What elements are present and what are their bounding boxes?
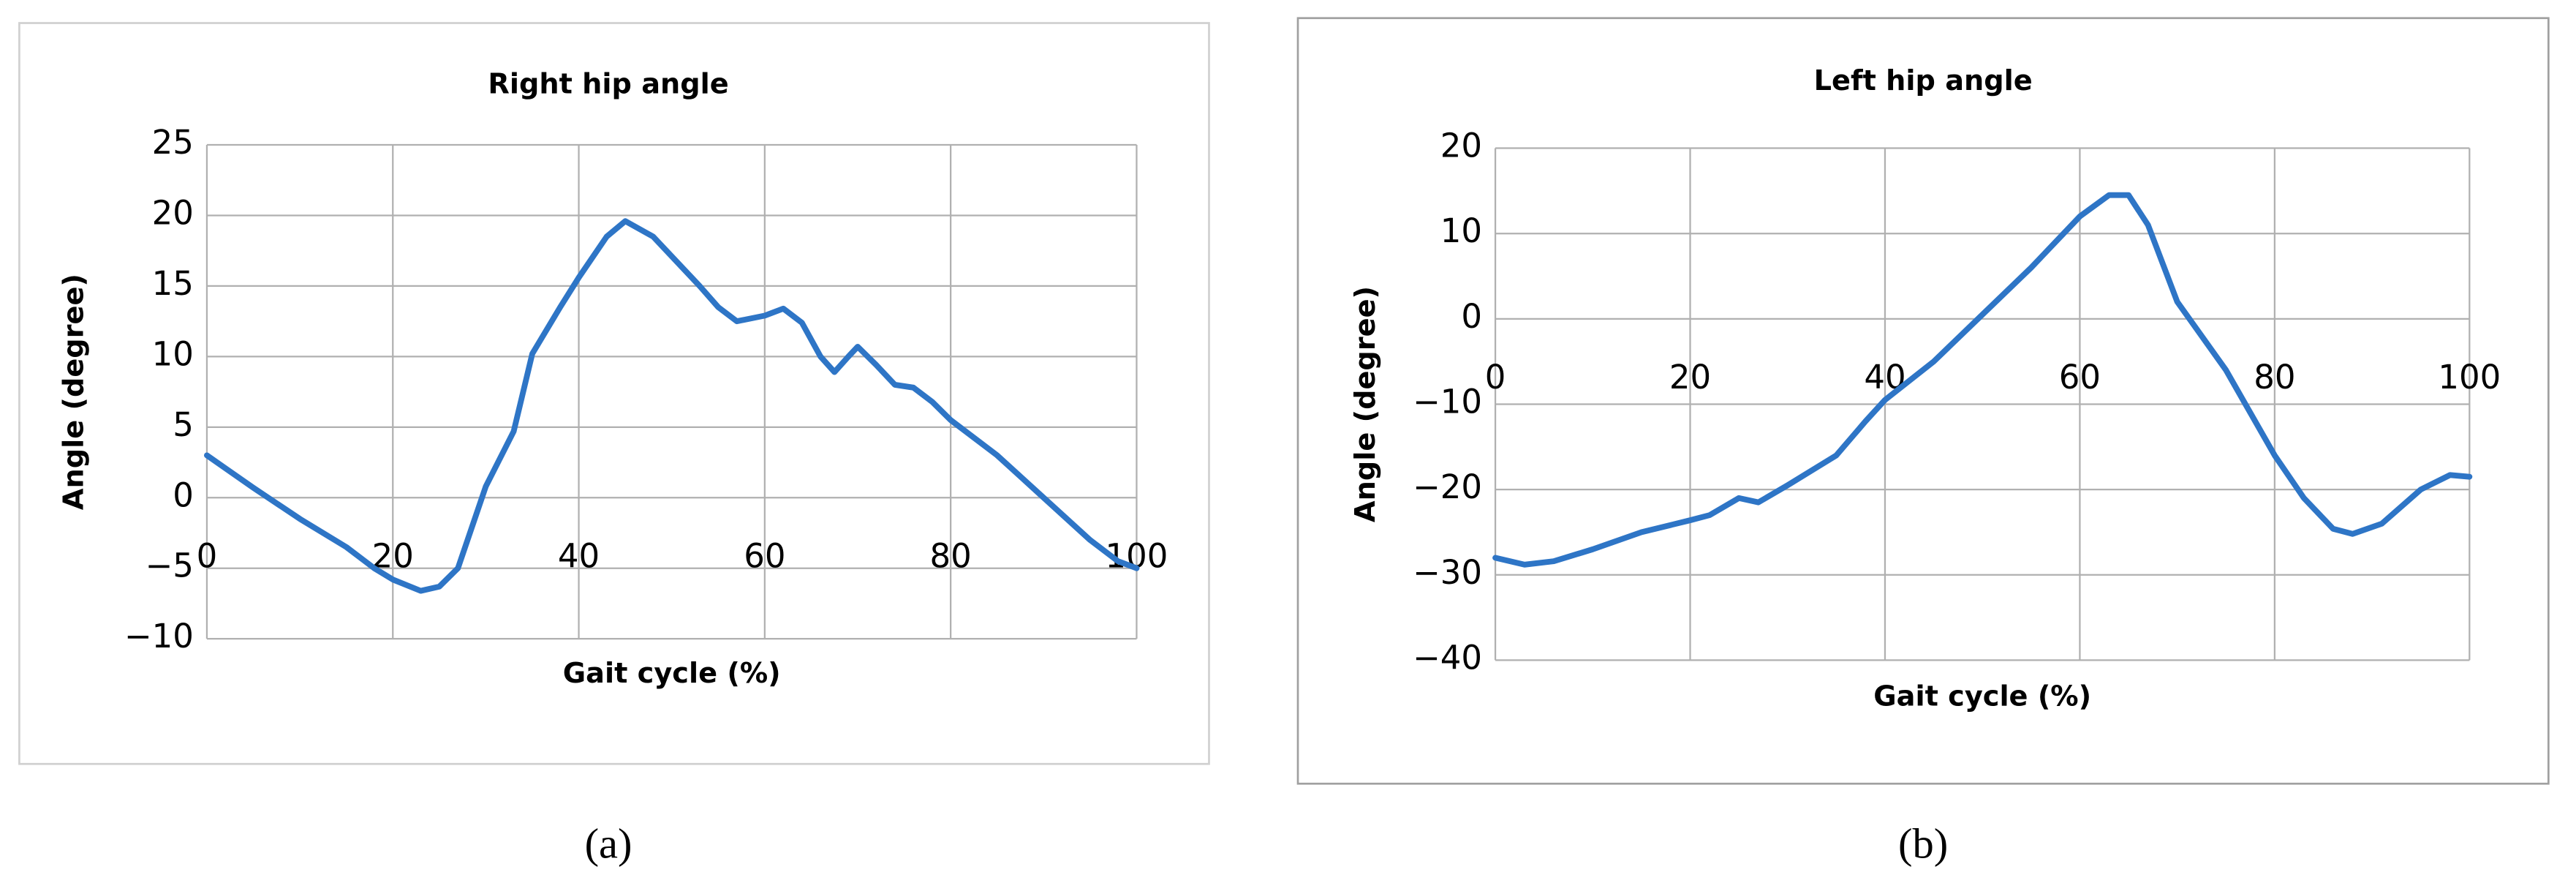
y-axis-title: Angle (degree) <box>57 274 90 510</box>
chart-title: Left hip angle <box>1814 64 2033 97</box>
y-tick-label: 25 <box>152 123 194 162</box>
caption: (a) <box>585 819 632 867</box>
chart-frame <box>18 22 1210 765</box>
x-tick-label: 100 <box>2438 358 2501 397</box>
x-tick-label: 60 <box>744 537 785 576</box>
chart-title: Right hip angle <box>488 68 728 101</box>
caption: (b) <box>1898 819 1948 867</box>
y-tick-label: −5 <box>146 546 194 585</box>
x-axis-title: Gait cycle (%) <box>1873 680 2091 713</box>
y-tick-label: −20 <box>1413 467 1482 506</box>
x-tick-label: 0 <box>1485 358 1506 397</box>
y-axis-title: Angle (degree) <box>1349 286 1382 522</box>
y-tick-label: 5 <box>173 405 194 444</box>
y-tick-label: 20 <box>1440 127 1482 165</box>
y-tick-label: 15 <box>152 264 194 303</box>
x-tick-label: 80 <box>2254 358 2295 397</box>
y-tick-label: 0 <box>1461 297 1482 336</box>
chart-frame <box>1296 17 2550 785</box>
y-tick-label: 0 <box>173 476 194 514</box>
x-tick-label: 20 <box>1669 358 1711 397</box>
y-tick-label: −10 <box>124 617 194 656</box>
data-line <box>1492 192 2473 568</box>
y-tick-label: −30 <box>1413 553 1482 592</box>
y-tick-label: −40 <box>1413 638 1482 677</box>
y-tick-label: 20 <box>152 193 194 232</box>
x-tick-label: 80 <box>930 537 972 576</box>
x-tick-label: 60 <box>2059 358 2101 397</box>
y-tick-label: 10 <box>152 334 194 373</box>
data-line <box>204 218 1140 594</box>
y-tick-label: −10 <box>1413 382 1482 421</box>
x-axis-title: Gait cycle (%) <box>563 657 781 690</box>
x-tick-label: 40 <box>558 537 600 576</box>
x-tick-label: 0 <box>197 537 218 576</box>
y-tick-label: 10 <box>1440 211 1482 250</box>
